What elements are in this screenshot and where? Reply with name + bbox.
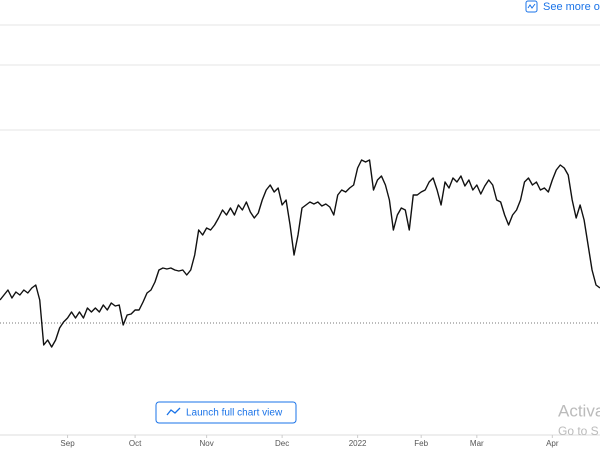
x-tick-label: Sep (60, 439, 75, 448)
see-more-link[interactable]: See more on (525, 0, 600, 13)
x-tick-label: Dec (275, 439, 289, 448)
x-tick-label: Apr (546, 439, 559, 448)
link-icon (525, 0, 538, 13)
watermark-title: Activat (558, 401, 600, 420)
link-icon-line (527, 3, 536, 9)
watermark-text: Go to S (558, 424, 599, 438)
price-line (0, 159, 600, 348)
link-text: See more on (543, 1, 600, 13)
launch-button[interactable]: Launch full chart view (155, 401, 297, 424)
button-icon (166, 407, 181, 416)
x-tick-label: Mar (470, 439, 484, 448)
x-tick-label: Nov (200, 439, 214, 448)
button-box (155, 401, 297, 424)
x-tick-label: Feb (414, 439, 428, 448)
x-tick-label: Oct (129, 439, 142, 448)
button-label: Launch full chart view (186, 408, 283, 419)
x-tick-label: 2022 (349, 439, 367, 448)
